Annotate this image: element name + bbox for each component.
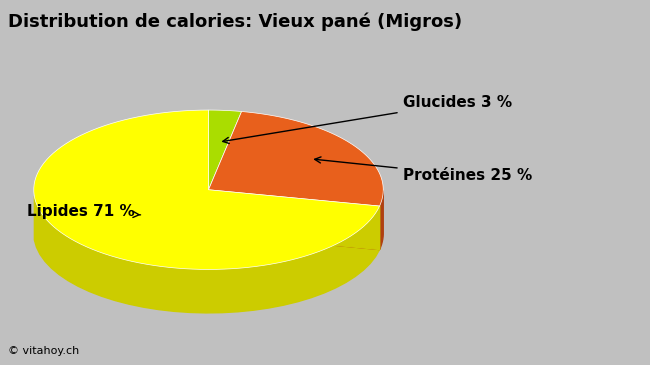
Polygon shape bbox=[209, 111, 384, 206]
Text: Glucides 3 %: Glucides 3 % bbox=[223, 95, 512, 143]
Text: Lipides 71 %: Lipides 71 % bbox=[27, 204, 140, 219]
Text: © vitahoy.ch: © vitahoy.ch bbox=[8, 346, 79, 356]
Polygon shape bbox=[380, 191, 383, 250]
Polygon shape bbox=[34, 196, 380, 313]
Polygon shape bbox=[34, 110, 380, 269]
Polygon shape bbox=[209, 190, 380, 250]
Text: Protéines 25 %: Protéines 25 % bbox=[315, 157, 532, 183]
Text: Distribution de calories: Vieux pané (Migros): Distribution de calories: Vieux pané (Mi… bbox=[8, 12, 462, 31]
Polygon shape bbox=[209, 110, 242, 190]
Polygon shape bbox=[209, 190, 380, 250]
